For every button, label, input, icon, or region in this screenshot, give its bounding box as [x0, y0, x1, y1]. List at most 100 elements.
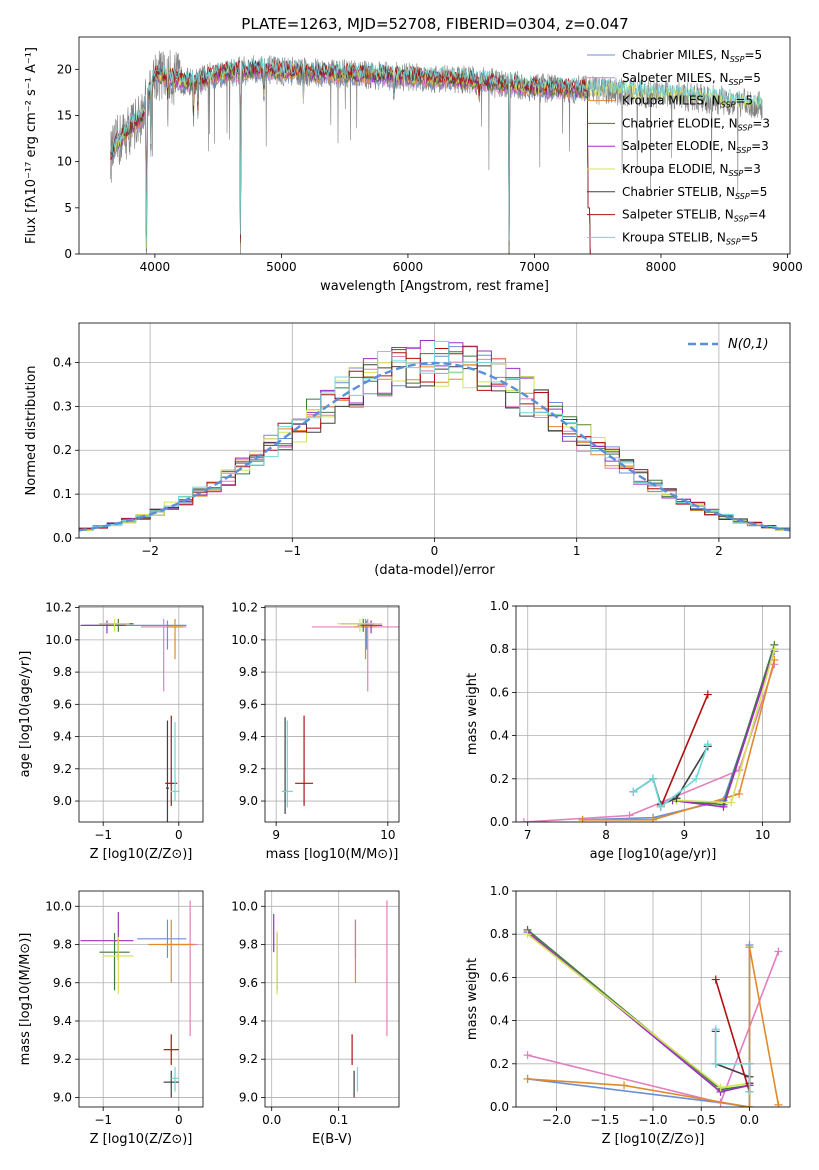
y-axis-label: Flux [fλ10⁻¹⁷ erg cm⁻² s⁻¹ A⁻¹]	[24, 47, 39, 244]
y-axis-label: Normed distribution	[24, 366, 39, 496]
x-tick-label: 0.0	[740, 1113, 759, 1127]
y-tick-label: 9.6	[53, 697, 72, 711]
x-tick-label: 5000	[266, 260, 297, 274]
weight-marker	[745, 1103, 754, 1107]
y-tick-label: 9.8	[53, 938, 72, 952]
plot-area	[281, 618, 399, 814]
x-tick-label: −1.0	[638, 1113, 667, 1127]
y-tick-label: 0.0	[490, 815, 509, 829]
residual-histogram-panel: −2 −1 0 1 2 0.0 0.1 0.2 0.3 0.4 (data-model)/error…	[24, 322, 791, 578]
weight-marker	[649, 815, 657, 822]
y-axis-label: mass weight	[465, 958, 480, 1040]
axes-frame	[515, 890, 791, 1108]
errorbar-point	[148, 919, 194, 983]
x-axis-label: age [log10(age/yr)]	[590, 847, 717, 862]
x-axis-label: mass [log10(M/M⊙)]	[266, 847, 399, 862]
y-tick-label: 0.2	[490, 772, 509, 786]
x-tick-label: −1.5	[590, 1113, 619, 1127]
weight-marker	[523, 1074, 532, 1083]
weight-series-line	[582, 659, 776, 821]
grid	[516, 605, 790, 823]
spectrum-panel: 4000 5000 6000 7000 8000 9000 0 5 10 15 20 waveleng…	[24, 36, 803, 294]
weight-marker	[620, 1081, 629, 1090]
weight-marker	[703, 690, 712, 699]
y-tick-label: 20	[57, 62, 72, 76]
axes-frame	[515, 605, 791, 823]
axes-frame	[78, 890, 204, 1108]
y-tick-label: 9.6	[53, 976, 72, 990]
y-tick-label: 5	[64, 201, 72, 215]
grid	[79, 606, 203, 822]
y-tick-label: 9.0	[239, 794, 258, 808]
errorbar-point	[337, 618, 383, 632]
weight-marker	[745, 1087, 754, 1096]
y-tick-label: 9.4	[239, 730, 258, 744]
y-tick-label: 10.2	[231, 601, 258, 615]
x-tick-label: 9	[680, 828, 688, 842]
y-tick-label: 0.0	[53, 531, 72, 545]
plot-area	[523, 925, 783, 1107]
axes-frame	[264, 890, 400, 1108]
y-tick-label: 0.1	[53, 487, 72, 501]
weight-marker	[716, 1083, 725, 1092]
plot-area	[110, 50, 763, 254]
gaussian-curve	[79, 361, 790, 532]
mass-weight-vs-metallicity-panel: −2.0 −1.5 −1.0 −0.5 0.0 0.0 0.2 0.4 0.6 0.8 1.0 Z […	[465, 884, 791, 1147]
errorbar-point	[282, 717, 288, 814]
legend-entry: Kroupa MILES, NSSP=5	[622, 94, 753, 110]
x-tick-label: 8	[602, 828, 610, 842]
y-tick-label: 0	[64, 247, 72, 261]
weight-series-line	[660, 694, 709, 808]
weight-marker	[770, 645, 779, 654]
x-tick-label: −2.0	[542, 1113, 571, 1127]
errorbar-point	[99, 618, 130, 632]
weight-series-line	[672, 648, 776, 808]
y-tick-label: 9.6	[239, 697, 258, 711]
x-tick-label: 10	[755, 828, 770, 842]
mass-vs-metallicity-panel: −1 0 9.0 9.2 9.4 9.6 9.8 10.0 Z [log10(Z/Z⊙)] mas…	[18, 890, 204, 1147]
weight-marker	[519, 818, 528, 822]
errorbar-point	[311, 618, 399, 692]
axes-frame	[78, 36, 791, 255]
age-vs-metallicity-panel: −1 0 9.0 9.2 9.4 9.6 9.8 10.0 10.2 Z [log10(Z/Z⊙)…	[18, 601, 204, 862]
weight-marker	[672, 794, 681, 803]
x-tick-label: 10	[380, 828, 395, 842]
legend-entry: N(0,1)	[728, 337, 769, 352]
histogram-series	[79, 340, 790, 531]
x-tick-label: −0.5	[687, 1113, 716, 1127]
plot-area	[519, 640, 779, 822]
weight-marker	[523, 930, 532, 939]
errorbar-point	[281, 720, 293, 808]
y-tick-label: 9.4	[239, 1014, 258, 1028]
x-axis-label: Z [log10(Z/Z⊙)]	[90, 847, 193, 862]
y-tick-label: 0.4	[53, 355, 72, 369]
model-spectrum-line	[110, 57, 763, 245]
weight-marker	[711, 1059, 720, 1068]
weight-marker	[703, 740, 712, 749]
weight-marker	[656, 802, 665, 811]
errorbar-point	[99, 933, 130, 991]
y-tick-label: 0.3	[53, 399, 72, 413]
errorbar-point	[103, 936, 134, 995]
x-tick-label: 0	[175, 828, 183, 842]
x-tick-label: 9	[272, 828, 280, 842]
y-axis-label: age [log10(age/yr)]	[18, 651, 33, 778]
weight-series-line	[523, 664, 776, 822]
errorbar-point	[170, 722, 180, 802]
legend: Chabrier MILES, NSSP=5 Salpeter MILES, NS…	[587, 48, 770, 246]
x-tick-label: −2	[141, 544, 159, 558]
x-tick-label: −1	[283, 544, 301, 558]
y-tick-label: 9.0	[53, 1090, 72, 1104]
y-tick-label: 9.0	[53, 794, 72, 808]
y-tick-label: 9.2	[239, 1052, 258, 1066]
y-tick-label: 1.0	[490, 599, 509, 613]
errorbar-point	[295, 715, 314, 806]
x-axis-label: Z [log10(Z/Z⊙)]	[602, 1132, 705, 1147]
x-tick-label: 2	[715, 544, 723, 558]
y-tick-label: 9.2	[239, 762, 258, 776]
x-tick-label: 6000	[393, 260, 424, 274]
x-tick-label: 1	[573, 544, 581, 558]
y-tick-label: 0.4	[490, 1014, 509, 1028]
x-tick-label: 8000	[646, 260, 677, 274]
plot-area	[273, 900, 388, 1098]
